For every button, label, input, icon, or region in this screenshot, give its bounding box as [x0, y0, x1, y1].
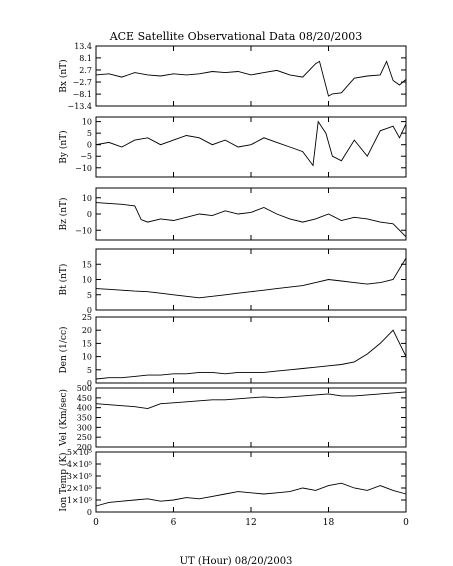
series-line — [95, 120, 407, 167]
x-tick-label: 12 — [245, 518, 256, 528]
series-line — [95, 202, 407, 238]
panel-1: 13.4 8.1 2.7 −2.7 −8.1 −13.4 Bx (nT) — [58, 42, 407, 111]
y-tick-label: 500 — [77, 384, 92, 393]
y-tick-label: 5×10⁵ — [67, 448, 92, 457]
panel-frame — [95, 187, 407, 241]
y-axis-label: Ion Temp (K) — [58, 452, 69, 511]
y-tick-label: 3×10⁵ — [67, 472, 92, 481]
panel-frame — [95, 316, 407, 384]
chart-title: ACE Satellite Observational Data 08/20/2… — [109, 30, 363, 43]
series-line — [95, 257, 407, 299]
y-tick-label: −10 — [75, 164, 92, 173]
series-line — [95, 60, 407, 97]
panel-4: 15 10 5 0 Bt (nT) — [58, 248, 407, 315]
y-tick-label: 1×10⁵ — [67, 496, 92, 505]
x-tick-label: 6 — [171, 518, 177, 528]
y-tick-label: 5 — [87, 366, 92, 375]
panel-frame — [95, 45, 407, 107]
y-axis-label: By (nT) — [58, 130, 69, 163]
y-tick-label: 15 — [82, 260, 92, 269]
y-tick-label: 0 — [87, 306, 92, 315]
y-axis-label: Vel (Km/sec) — [58, 389, 69, 447]
y-tick-label: 0 — [87, 141, 92, 150]
y-tick-label: 13.4 — [74, 42, 92, 51]
y-tick-label: 8.1 — [79, 54, 92, 63]
series-line — [95, 482, 407, 507]
y-tick-label: −8.1 — [73, 90, 92, 99]
series-line — [95, 329, 407, 380]
y-tick-label: 20 — [82, 326, 92, 335]
y-tick-label: 5 — [87, 291, 92, 300]
y-tick-label: 400 — [77, 404, 92, 413]
y-tick-label: 200 — [77, 443, 92, 452]
y-tick-label: −2.7 — [73, 78, 92, 87]
x-tick-label: 18 — [323, 518, 335, 528]
panel-2: 10 5 0 −5 −10 By (nT) — [58, 116, 407, 178]
y-tick-label: −10 — [75, 226, 92, 235]
panel-5: 25 20 15 10 5 0 Den (1/cc) — [58, 313, 407, 388]
panels-group: 13.4 8.1 2.7 −2.7 −8.1 −13.4 Bx (nT) 10 5 0 −5 −10 B… — [58, 42, 409, 528]
x-tick-label: 0 — [403, 518, 409, 528]
panel-frame — [95, 248, 407, 311]
y-tick-label: 25 — [82, 313, 92, 322]
x-tick-label: 0 — [93, 518, 99, 528]
y-axis-label: Bx (nT) — [58, 59, 69, 92]
y-tick-label: 10 — [82, 194, 92, 203]
y-tick-label: 350 — [77, 414, 92, 423]
y-tick-label: −5 — [80, 152, 92, 161]
y-axis-label: Bt (nT) — [58, 264, 69, 296]
y-tick-label: 300 — [77, 423, 92, 432]
y-tick-label: 0 — [87, 508, 92, 517]
x-axis-label: UT (Hour) 08/20/2003 — [180, 556, 293, 566]
y-tick-label: −13.4 — [67, 102, 92, 111]
y-tick-label: 2×10⁵ — [67, 484, 92, 493]
y-tick-label: 15 — [82, 339, 92, 348]
y-tick-label: 4×10⁵ — [67, 460, 92, 469]
y-tick-label: 2.7 — [79, 66, 92, 75]
y-tick-label: 10 — [82, 118, 92, 127]
y-tick-label: 0 — [87, 210, 92, 219]
y-tick-label: 0 — [87, 379, 92, 388]
y-tick-label: 250 — [77, 433, 92, 442]
y-tick-label: 10 — [82, 276, 92, 285]
panel-3: 10 0 −10 Bz (nT) — [58, 187, 407, 241]
series-line — [95, 391, 407, 410]
y-tick-label: 450 — [77, 394, 92, 403]
y-tick-label: 5 — [87, 129, 92, 138]
y-axis-label: Bz (nT) — [58, 197, 69, 230]
panel-frame — [95, 387, 407, 448]
panel-frame — [95, 451, 407, 513]
panel-7: 5×10⁵ 4×10⁵ 3×10⁵ 2×10⁵ 1×10⁵ 0 Ion Temp (K) — [58, 448, 407, 517]
y-tick-label: 10 — [82, 353, 92, 362]
y-axis-label: Den (1/cc) — [58, 326, 69, 373]
